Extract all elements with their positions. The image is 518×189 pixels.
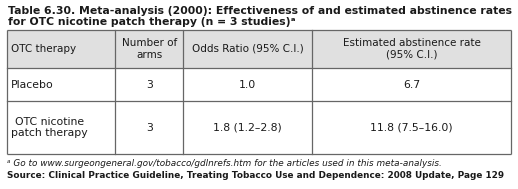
Text: Source: Clinical Practice Guideline, Treating Tobacco Use and Dependence: 2008 U: Source: Clinical Practice Guideline, Tre…: [7, 171, 504, 180]
Text: OTC nicotine
patch therapy: OTC nicotine patch therapy: [11, 117, 88, 139]
Text: Placebo: Placebo: [11, 80, 54, 90]
Text: ᵃ Go to www.surgeongeneral.gov/tobacco/gdlnrefs.htm for the articles used in thi: ᵃ Go to www.surgeongeneral.gov/tobacco/g…: [7, 159, 442, 168]
Text: OTC therapy: OTC therapy: [11, 44, 76, 54]
Text: Estimated abstinence rate
(95% C.I.): Estimated abstinence rate (95% C.I.): [342, 38, 480, 60]
Text: 11.8 (7.5–16.0): 11.8 (7.5–16.0): [370, 123, 453, 133]
Text: for OTC nicotine patch therapy (n = 3 studies)ᵃ: for OTC nicotine patch therapy (n = 3 st…: [8, 17, 295, 27]
Text: 3: 3: [146, 80, 153, 90]
Bar: [7, 30, 511, 68]
Text: Odds Ratio (95% C.I.): Odds Ratio (95% C.I.): [192, 44, 304, 54]
Text: Number of
arms: Number of arms: [122, 38, 177, 60]
Text: 3: 3: [146, 123, 153, 133]
Text: 1.8 (1.2–2.8): 1.8 (1.2–2.8): [213, 123, 282, 133]
Text: 6.7: 6.7: [403, 80, 420, 90]
Text: Table 6.30. Meta-analysis (2000): Effectiveness of and estimated abstinence rate: Table 6.30. Meta-analysis (2000): Effect…: [8, 6, 512, 16]
Text: 1.0: 1.0: [239, 80, 256, 90]
